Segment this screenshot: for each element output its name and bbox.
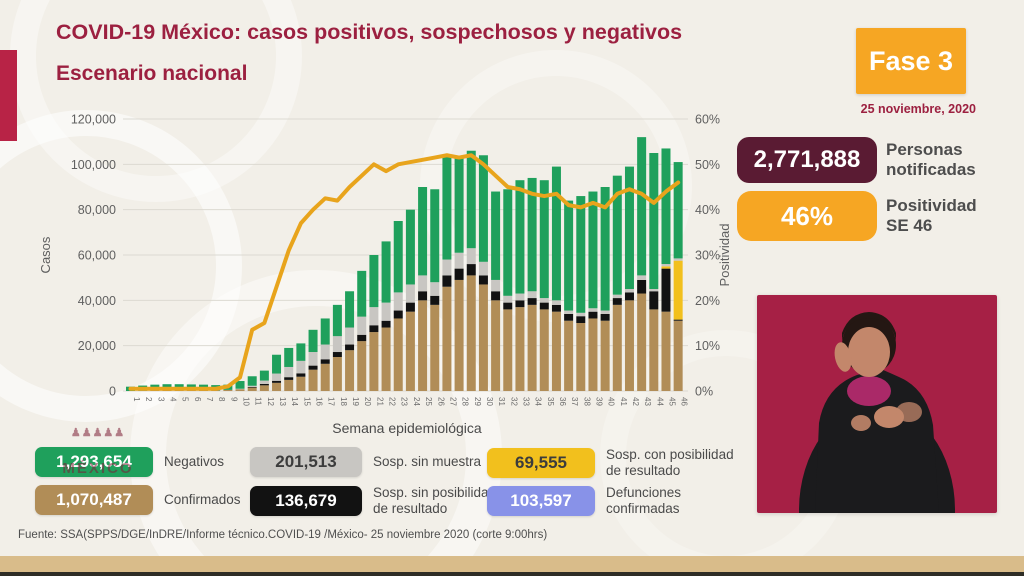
legend-defunciones-value: 103,597 bbox=[487, 485, 595, 516]
svg-text:35: 35 bbox=[546, 397, 555, 406]
svg-text:29: 29 bbox=[473, 397, 482, 406]
svg-text:11: 11 bbox=[254, 397, 263, 406]
svg-text:10: 10 bbox=[242, 397, 251, 406]
svg-text:34: 34 bbox=[534, 397, 543, 406]
svg-text:20: 20 bbox=[363, 397, 372, 406]
svg-text:45: 45 bbox=[667, 397, 676, 406]
svg-text:26: 26 bbox=[436, 397, 445, 406]
legend-sosp-con-posibilidad: 69,555 Sosp. con posibilidad de resultad… bbox=[487, 447, 741, 478]
legend-sosp-sin-muestra-label: Sosp. sin muestra bbox=[373, 454, 482, 470]
svg-text:Semana epidemiológica: Semana epidemiológica bbox=[332, 420, 482, 436]
svg-text:10%: 10% bbox=[695, 339, 720, 353]
legend-defunciones-label: Defunciones confirmadas bbox=[606, 485, 682, 516]
legend-sosp-con-posibilidad-value: 69,555 bbox=[487, 447, 595, 478]
svg-text:39: 39 bbox=[594, 397, 603, 406]
legend-confirmados: 1,070,487 Confirmados bbox=[35, 485, 241, 515]
svg-text:43: 43 bbox=[643, 397, 652, 406]
positivity-badge: 46% bbox=[737, 191, 877, 241]
svg-text:60,000: 60,000 bbox=[78, 249, 116, 263]
svg-text:24: 24 bbox=[412, 397, 421, 406]
svg-text:40%: 40% bbox=[695, 203, 720, 217]
svg-text:30: 30 bbox=[485, 397, 494, 406]
legend-sosp-sin-muestra: 201,513 Sosp. sin muestra bbox=[250, 447, 523, 477]
bottom-dark-strip bbox=[0, 572, 1024, 576]
legend-sosp-sin-posibilidad: 136,679 Sosp. sin posibilidad de resulta… bbox=[250, 485, 498, 516]
svg-text:12: 12 bbox=[266, 397, 275, 406]
svg-text:44: 44 bbox=[655, 397, 664, 406]
legend-sosp-con-posibilidad-label: Sosp. con posibilidad de resultado bbox=[606, 447, 734, 478]
svg-text:8: 8 bbox=[217, 397, 226, 402]
page-subtitle: Escenario nacional bbox=[56, 62, 248, 85]
notified-persons-badge: 2,771,888 bbox=[737, 137, 877, 183]
svg-text:23: 23 bbox=[400, 397, 409, 406]
svg-text:14: 14 bbox=[290, 397, 299, 406]
legend-sosp-sin-posibilidad-value: 136,679 bbox=[250, 485, 362, 516]
source-note: Fuente: SSA(SPPS/DGE/InDRE/Informe técni… bbox=[18, 529, 548, 541]
svg-text:37: 37 bbox=[570, 397, 579, 406]
legend-defunciones: 103,597 Defunciones confirmadas bbox=[487, 485, 741, 516]
svg-text:31: 31 bbox=[497, 397, 506, 406]
positivity-label: Positividad SE 46 bbox=[886, 196, 977, 235]
notified-persons-label: Personas notificadas bbox=[886, 140, 976, 179]
legend-negativos-value: 1,293,654 bbox=[35, 447, 153, 477]
svg-text:27: 27 bbox=[448, 397, 457, 406]
phase-badge: Fase 3 bbox=[856, 28, 966, 94]
svg-text:30%: 30% bbox=[695, 249, 720, 263]
svg-text:42: 42 bbox=[631, 397, 640, 406]
svg-text:7: 7 bbox=[205, 397, 214, 402]
svg-text:16: 16 bbox=[315, 397, 324, 406]
svg-text:36: 36 bbox=[558, 397, 567, 406]
svg-text:0: 0 bbox=[109, 385, 116, 399]
svg-text:33: 33 bbox=[521, 397, 530, 406]
page-title: COVID-19 México: casos positivos, sospec… bbox=[56, 20, 683, 44]
svg-text:0%: 0% bbox=[695, 385, 713, 399]
svg-text:18: 18 bbox=[339, 397, 348, 406]
svg-text:25: 25 bbox=[424, 397, 433, 406]
legend-confirmados-value: 1,070,487 bbox=[35, 485, 153, 515]
legend-negativos: 1,293,654 Negativos bbox=[35, 447, 224, 477]
svg-text:100,000: 100,000 bbox=[71, 158, 116, 172]
svg-text:9: 9 bbox=[229, 397, 238, 402]
legend-sosp-sin-posibilidad-label: Sosp. sin posibilidad de resultado bbox=[373, 485, 497, 516]
svg-text:3: 3 bbox=[156, 397, 165, 402]
svg-text:22: 22 bbox=[388, 397, 397, 406]
svg-text:50%: 50% bbox=[695, 158, 720, 172]
legend-confirmados-label: Confirmados bbox=[164, 492, 241, 508]
svg-text:40,000: 40,000 bbox=[78, 294, 116, 308]
svg-text:20,000: 20,000 bbox=[78, 339, 116, 353]
left-accent-bar bbox=[0, 50, 17, 141]
svg-text:41: 41 bbox=[619, 397, 628, 406]
svg-text:15: 15 bbox=[302, 397, 311, 406]
svg-text:Casos: Casos bbox=[38, 236, 53, 273]
bottom-gold-bar bbox=[0, 556, 1024, 572]
svg-text:20%: 20% bbox=[695, 294, 720, 308]
svg-text:28: 28 bbox=[461, 397, 470, 406]
legend-sosp-sin-muestra-value: 201,513 bbox=[250, 447, 362, 477]
svg-text:120,000: 120,000 bbox=[71, 113, 116, 127]
svg-text:40: 40 bbox=[607, 397, 616, 406]
svg-text:5: 5 bbox=[181, 397, 190, 402]
svg-text:38: 38 bbox=[582, 397, 591, 406]
svg-text:17: 17 bbox=[327, 397, 336, 406]
svg-text:13: 13 bbox=[278, 397, 287, 406]
svg-text:4: 4 bbox=[169, 397, 178, 402]
svg-text:1: 1 bbox=[132, 397, 141, 402]
svg-text:60%: 60% bbox=[695, 113, 720, 127]
svg-text:32: 32 bbox=[509, 397, 518, 406]
svg-text:6: 6 bbox=[193, 397, 202, 402]
legend-negativos-label: Negativos bbox=[164, 454, 225, 470]
sign-language-interpreter-panel bbox=[757, 295, 997, 513]
svg-text:Positividad: Positividad bbox=[717, 224, 732, 287]
svg-text:19: 19 bbox=[351, 397, 360, 406]
svg-text:80,000: 80,000 bbox=[78, 203, 116, 217]
svg-text:46: 46 bbox=[680, 397, 689, 406]
sign-language-interpreter bbox=[799, 312, 955, 513]
svg-text:21: 21 bbox=[375, 397, 384, 406]
report-date: 25 noviembre, 2020 bbox=[860, 102, 976, 116]
svg-text:2: 2 bbox=[144, 397, 153, 402]
